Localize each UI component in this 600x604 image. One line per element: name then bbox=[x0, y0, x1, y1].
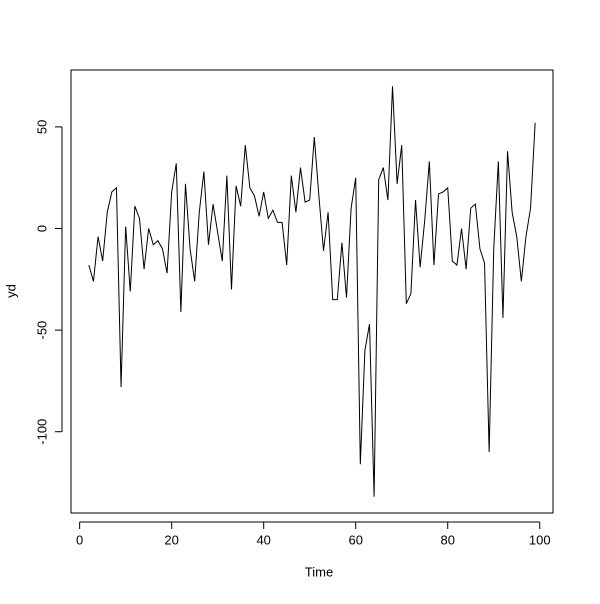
plot-box bbox=[70, 69, 554, 514]
x-axis-label: Time bbox=[305, 564, 333, 579]
x-tick-label: 40 bbox=[256, 532, 270, 547]
x-tick-label: 0 bbox=[76, 532, 83, 547]
y-tick-label: 50 bbox=[34, 120, 49, 134]
x-tick-label: 80 bbox=[440, 532, 454, 547]
x-tick-label: 20 bbox=[164, 532, 178, 547]
y-tick-label: -100 bbox=[34, 419, 49, 445]
x-tick-label: 60 bbox=[348, 532, 362, 547]
x-tick-label: 100 bbox=[529, 532, 551, 547]
y-tick-label: -50 bbox=[34, 321, 49, 340]
y-tick-label: 0 bbox=[34, 225, 49, 232]
y-axis-label: yd bbox=[3, 284, 18, 298]
data-line bbox=[88, 86, 536, 497]
